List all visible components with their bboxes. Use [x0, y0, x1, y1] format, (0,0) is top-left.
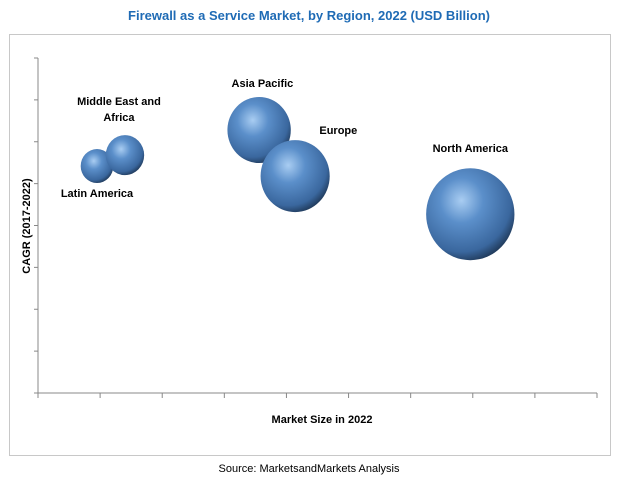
bubble-label: North America — [433, 143, 509, 155]
bubble-label: Middle East and Africa — [77, 96, 161, 124]
y-axis-label: CAGR (2017-2022) — [21, 178, 33, 274]
bubble-label: Latin America — [61, 188, 134, 200]
chart-frame — [9, 34, 611, 456]
bubble-asia-pacific — [227, 97, 291, 164]
bubble-label: Europe — [319, 125, 357, 137]
bubble-middle-east-and-africa — [105, 135, 145, 176]
bubble-north-america — [426, 168, 515, 261]
bubble-latin-america — [80, 149, 114, 184]
chart-title: Firewall as a Service Market, by Region,… — [128, 8, 490, 23]
bubble-label: Asia Pacific — [232, 78, 294, 90]
x-axis-label: Market Size in 2022 — [272, 414, 373, 426]
bubble-europe — [260, 140, 330, 213]
source-note: Source: MarketsandMarkets Analysis — [218, 463, 400, 475]
